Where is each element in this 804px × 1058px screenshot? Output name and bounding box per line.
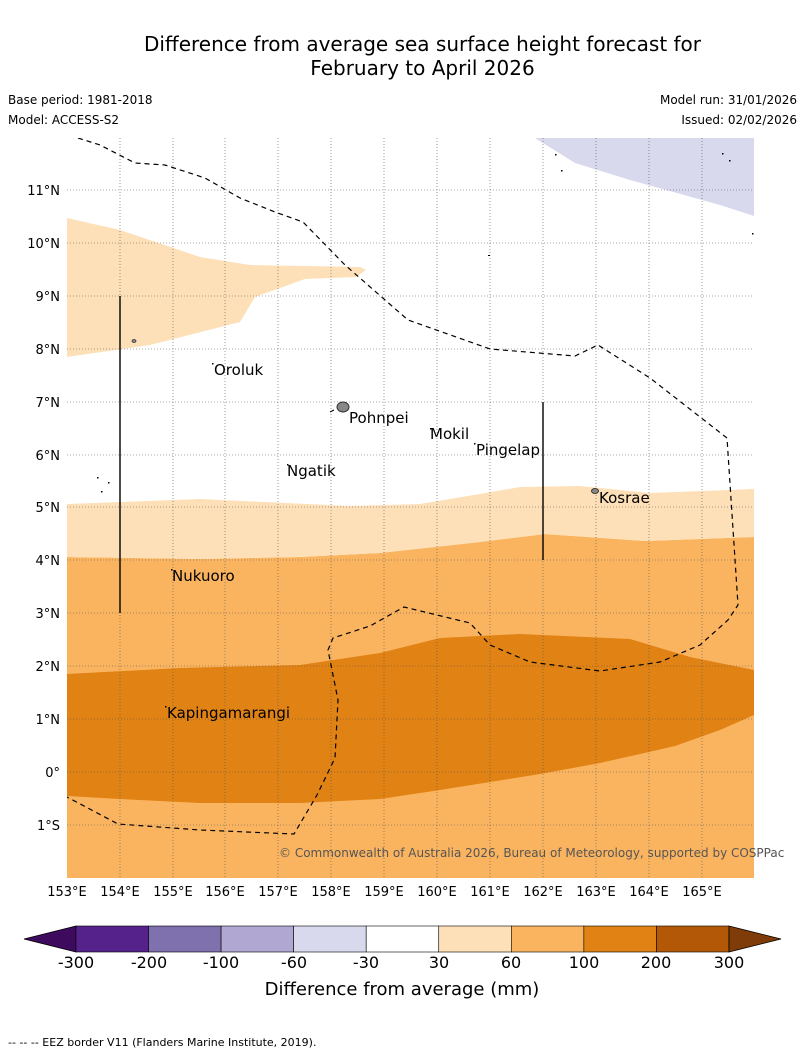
place-label-kosrae: Kosrae <box>599 489 650 507</box>
legend-label: Difference from average (mm) <box>265 979 540 1000</box>
band-neg30-neg60-northeast <box>535 138 754 216</box>
lat-label-7n: 7°N <box>36 396 61 411</box>
lat-label-6n: 6°N <box>36 449 61 464</box>
place-label-nukuoro: Nukuoro <box>172 567 235 585</box>
eez-border-fragment <box>329 409 335 413</box>
lon-label-161e: 161°E <box>470 885 510 900</box>
legend-tick-neg100: -100 <box>203 953 239 972</box>
band-30-60-northwest <box>67 218 366 357</box>
legend-extend-low <box>23 925 77 953</box>
legend-swatch-9 <box>656 925 730 953</box>
lat-label-8n: 8°N <box>36 343 61 358</box>
lat-label-1s: 1°S <box>37 819 60 834</box>
lon-label-156e: 156°E <box>205 885 245 900</box>
atoll-dots <box>97 153 754 708</box>
lon-label-163e: 163°E <box>576 885 616 900</box>
place-label-oroluk: Oroluk <box>214 361 263 379</box>
lon-label-164e: 164°E <box>629 885 669 900</box>
legend-colorbar <box>23 925 782 953</box>
lon-label-154e: 154°E <box>100 885 140 900</box>
lon-label-153e: 153°E <box>47 885 87 900</box>
lat-label-0: 0° <box>45 766 60 781</box>
lat-label-2n: 2°N <box>36 660 61 675</box>
kosrae-island <box>591 488 599 494</box>
legend-tick-60: 60 <box>501 953 521 972</box>
base-period: Base period: 1981-2018 <box>8 93 153 107</box>
legend-swatch-1 <box>75 925 149 953</box>
band-30-60-south <box>67 486 754 559</box>
lon-label-157e: 157°E <box>258 885 298 900</box>
lon-label-165e: 165°E <box>682 885 722 900</box>
model-run: Model run: 31/01/2026 <box>659 93 797 107</box>
lat-label-4n: 4°N <box>36 554 61 569</box>
map-plot-area: Oroluk Pohnpei Mokil Pingelap Ngatik Kos… <box>67 138 754 878</box>
legend-swatch-7 <box>510 925 585 953</box>
model-name: Model: ACCESS-S2 <box>8 113 120 127</box>
lat-label-5n: 5°N <box>36 501 61 516</box>
grid-lines <box>67 138 754 878</box>
lon-label-162e: 162°E <box>523 885 563 900</box>
lat-label-11n: 11°N <box>27 184 60 199</box>
legend-swatch-8 <box>583 925 657 953</box>
place-label-pingelap: Pingelap <box>476 441 540 459</box>
legend-tick-30: 30 <box>429 953 449 972</box>
copyright-notice: © Commonwealth of Australia 2026, Bureau… <box>279 846 784 860</box>
place-label-mokil: Mokil <box>430 425 469 443</box>
legend-swatch-5 <box>365 925 440 953</box>
lon-label-155e: 155°E <box>153 885 193 900</box>
legend-swatch-2 <box>148 925 222 953</box>
legend-tick-neg60: -60 <box>281 953 307 972</box>
pohnpei-island <box>336 401 350 413</box>
lon-label-159e: 159°E <box>364 885 404 900</box>
lat-label-9n: 9°N <box>36 290 61 305</box>
chart-title: Difference from average sea surface heig… <box>0 32 804 80</box>
issued-date: Issued: 02/02/2026 <box>681 113 797 127</box>
eez-footnote: -- -- -- EEZ border V11 (Flanders Marine… <box>8 1036 317 1049</box>
legend-swatch-6 <box>438 925 512 953</box>
title-line-1: Difference from average sea surface heig… <box>143 32 702 56</box>
lat-label-3n: 3°N <box>36 607 61 622</box>
legend-tick-300: 300 <box>714 953 745 972</box>
lat-label-1n: 1°N <box>36 713 61 728</box>
title-line-2: February to April 2026 <box>310 56 535 80</box>
legend-tick-200: 200 <box>641 953 672 972</box>
band-100-200-equatorial <box>67 634 754 803</box>
place-label-kapingamarangi: Kapingamarangi <box>167 704 290 722</box>
legend-tick-neg300: -300 <box>58 953 94 972</box>
legend-tick-100: 100 <box>569 953 600 972</box>
legend-tick-neg30: -30 <box>353 953 379 972</box>
small-island <box>131 339 137 343</box>
lon-label-158e: 158°E <box>311 885 351 900</box>
place-label-pohnpei: Pohnpei <box>349 409 409 427</box>
lon-label-160e: 160°E <box>417 885 457 900</box>
legend-swatch-3 <box>220 925 294 953</box>
eez-border <box>67 138 739 835</box>
legend-swatch-4 <box>293 925 367 953</box>
legend-extend-high <box>728 925 782 953</box>
lat-label-10n: 10°N <box>27 237 60 252</box>
place-label-ngatik: Ngatik <box>287 462 336 480</box>
legend-tick-neg200: -200 <box>131 953 167 972</box>
